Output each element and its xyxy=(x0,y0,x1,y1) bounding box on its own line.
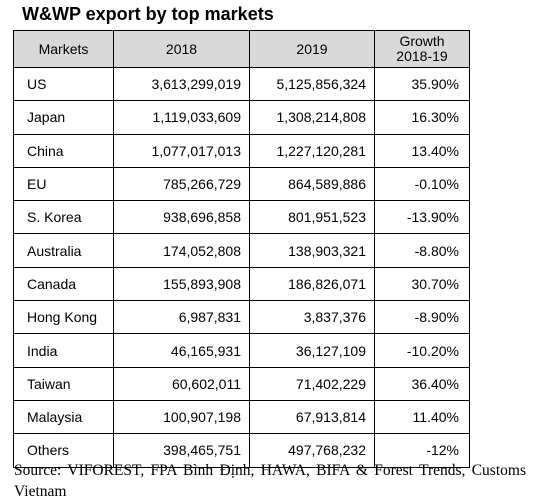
cell-market: Canada xyxy=(13,266,114,302)
cell-growth: 13.40% xyxy=(374,133,470,168)
table-row: Malaysia 100,907,198 67,913,814 11.40% xyxy=(13,399,470,435)
header-row: Markets 2018 2019 Growth 2018-19 xyxy=(13,30,470,68)
cell-2019: 138,903,321 xyxy=(249,233,375,268)
cell-growth: -13.90% xyxy=(374,200,470,235)
header-growth: Growth 2018-19 xyxy=(374,30,470,68)
header-2019: 2019 xyxy=(249,30,375,68)
cell-2019: 186,826,071 xyxy=(249,266,375,302)
cell-market: EU xyxy=(13,166,114,202)
table-row: Others 398,465,751 497,768,232 -12% xyxy=(13,433,470,468)
cell-growth: 11.40% xyxy=(374,399,470,435)
cell-2018: 785,266,729 xyxy=(113,166,250,202)
table-row: China 1,077,017,013 1,227,120,281 13.40% xyxy=(13,133,470,168)
cell-market: Hong Kong xyxy=(13,300,114,335)
cell-market: Taiwan xyxy=(13,366,114,401)
table-row: Australia 174,052,808 138,903,321 -8.80% xyxy=(13,233,470,268)
cell-2019: 1,227,120,281 xyxy=(249,133,375,168)
header-growth-line1: Growth xyxy=(399,33,445,49)
cell-2019: 801,951,523 xyxy=(249,200,375,235)
cell-2018: 1,119,033,609 xyxy=(113,100,250,135)
cell-market: S. Korea xyxy=(13,200,114,235)
table-row: Japan 1,119,033,609 1,308,214,808 16.30% xyxy=(13,100,470,135)
table-row: Taiwan 60,602,011 71,402,229 36.40% xyxy=(13,366,470,401)
table-row: EU 785,266,729 864,589,886 -0.10% xyxy=(13,166,470,202)
table-row: US 3,613,299,019 5,125,856,324 35.90% xyxy=(13,66,470,102)
cell-market: Malaysia xyxy=(13,399,114,435)
cell-2019: 5,125,856,324 xyxy=(249,66,375,102)
cell-growth: 36.40% xyxy=(374,366,470,401)
cell-market: India xyxy=(13,333,114,368)
cell-2018: 3,613,299,019 xyxy=(113,66,250,102)
cell-2018: 6,987,831 xyxy=(113,300,250,335)
cell-2019: 1,308,214,808 xyxy=(249,100,375,135)
cell-2018: 398,465,751 xyxy=(113,433,250,468)
cell-growth: -0.10% xyxy=(374,166,470,202)
cell-2019: 67,913,814 xyxy=(249,399,375,435)
cell-market: Others xyxy=(13,433,114,468)
cell-2018: 1,077,017,013 xyxy=(113,133,250,168)
export-table: Markets 2018 2019 Growth 2018-19 US 3,613… xyxy=(13,30,470,468)
cell-2018: 155,893,908 xyxy=(113,266,250,302)
source-note: Source: VIFOREST, FPA Bình Định, HAWA, B… xyxy=(14,462,526,500)
table-row: Hong Kong 6,987,831 3,837,376 -8.90% xyxy=(13,300,470,335)
cell-growth: 16.30% xyxy=(374,100,470,135)
cell-market: US xyxy=(13,66,114,102)
cell-growth: -10.20% xyxy=(374,333,470,368)
cell-growth: 35.90% xyxy=(374,66,470,102)
header-growth-line2: 2018-19 xyxy=(396,48,448,64)
table-row: India 46,165,931 36,127,109 -10.20% xyxy=(13,333,470,368)
table-title: W&WP export by top markets xyxy=(22,4,274,24)
cell-2018: 174,052,808 xyxy=(113,233,250,268)
cell-market: Australia xyxy=(13,233,114,268)
cell-2018: 60,602,011 xyxy=(113,366,250,401)
cell-growth: -12% xyxy=(374,433,470,468)
cell-2019: 71,402,229 xyxy=(249,366,375,401)
table-row: Canada 155,893,908 186,826,071 30.70% xyxy=(13,266,470,302)
table-row: S. Korea 938,696,858 801,951,523 -13.90% xyxy=(13,200,470,235)
cell-growth: 30.70% xyxy=(374,266,470,302)
cell-2018: 100,907,198 xyxy=(113,399,250,435)
cell-growth: -8.90% xyxy=(374,300,470,335)
cell-2018: 938,696,858 xyxy=(113,200,250,235)
cell-market: China xyxy=(13,133,114,168)
cell-growth: -8.80% xyxy=(374,233,470,268)
cell-2019: 864,589,886 xyxy=(249,166,375,202)
header-2018: 2018 xyxy=(113,30,250,68)
cell-market: Japan xyxy=(13,100,114,135)
cell-2019: 36,127,109 xyxy=(249,333,375,368)
header-markets: Markets xyxy=(13,30,114,68)
cell-2019: 3,837,376 xyxy=(249,300,375,335)
cell-2018: 46,165,931 xyxy=(113,333,250,368)
